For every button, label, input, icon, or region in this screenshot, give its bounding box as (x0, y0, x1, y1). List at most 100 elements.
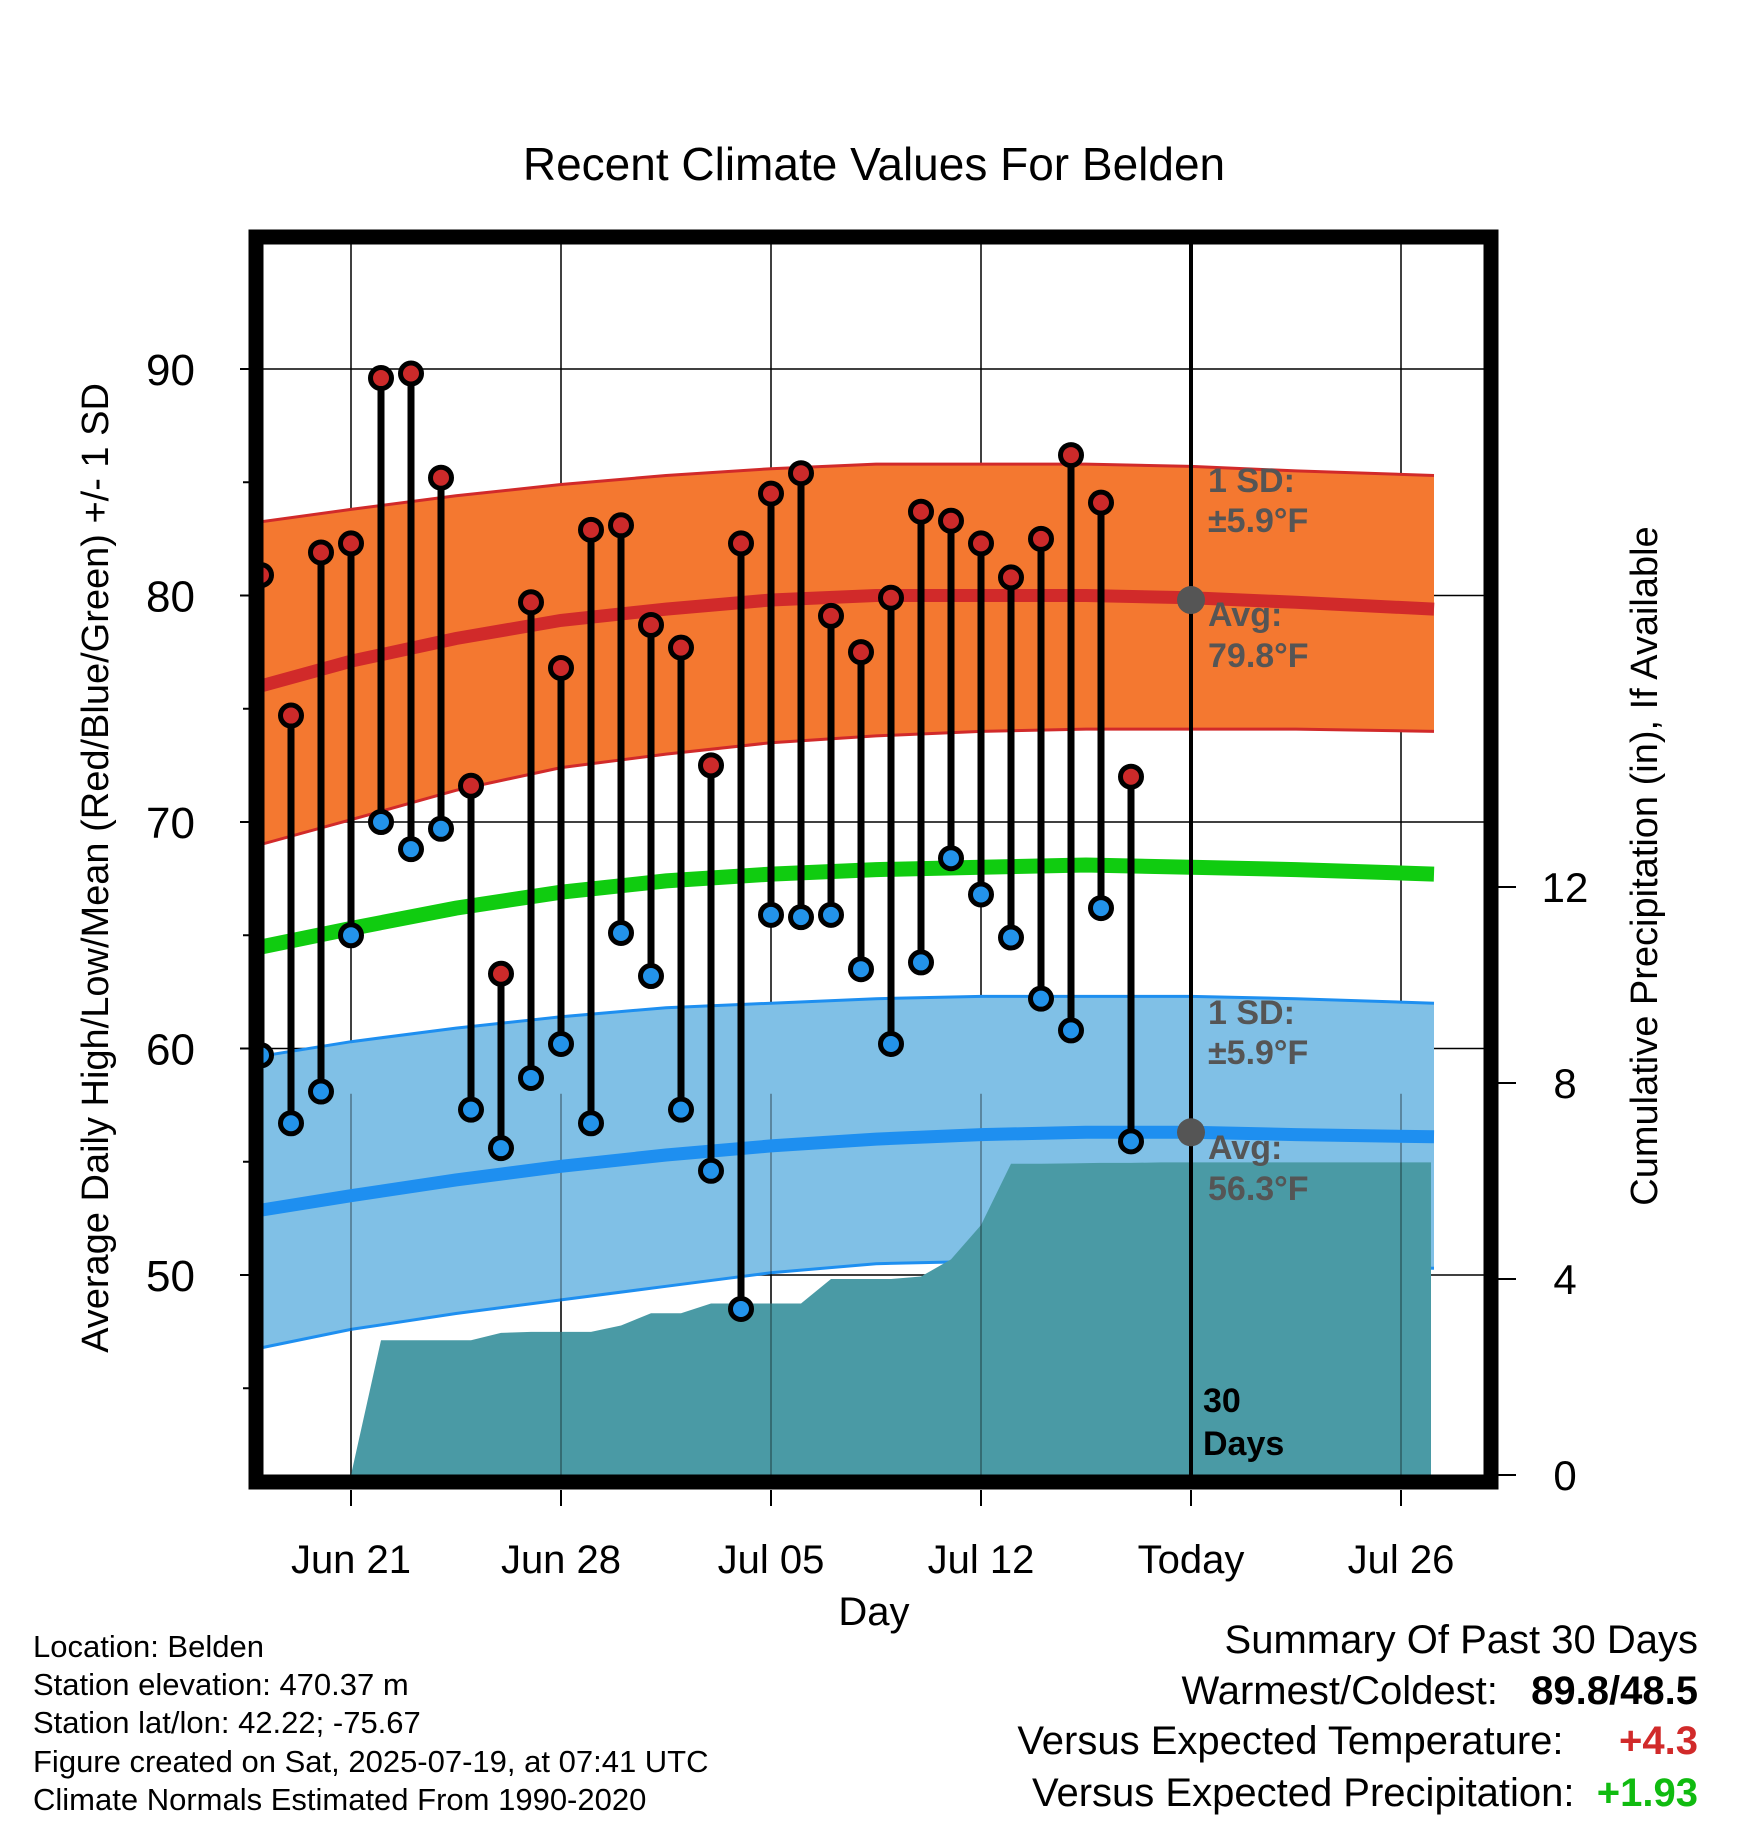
daily-low-point (878, 1030, 904, 1057)
daily-high-point (938, 507, 964, 534)
summary-heading: Summary Of Past 30 Days (1224, 1618, 1698, 1662)
daily-high-point (368, 365, 394, 392)
daily-low-point (1028, 985, 1054, 1012)
daily-high-point (428, 464, 454, 491)
daily-high-point (878, 584, 904, 611)
daily-low-point (458, 1096, 484, 1123)
high-avg-line2: 79.8°F (1208, 637, 1309, 675)
days-annotation: 30 Days (1203, 1382, 1284, 1463)
today-low-avg-marker (1177, 1118, 1205, 1147)
y-tick-label: 60 (146, 1026, 195, 1075)
daily-high-point (908, 498, 934, 525)
daily-low-point (488, 1135, 514, 1162)
normal-low-line (263, 1125, 1435, 1217)
precip-area (321, 1162, 1431, 1475)
coldest-value: 48.5 (1620, 1669, 1698, 1713)
plot-frame (248, 229, 1499, 1490)
daily-low-point (428, 815, 454, 842)
warm-cold-slash: / (1609, 1669, 1621, 1713)
daily-high-point (788, 460, 814, 487)
info-location: Location: Belden (33, 1629, 264, 1664)
daily-low-point (758, 901, 784, 928)
chart-title: Recent Climate Values For Belden (523, 138, 1225, 190)
daily-low-point (368, 809, 394, 835)
daily-low-point (263, 1042, 274, 1069)
daily-high-point (818, 602, 844, 629)
low-avg-line2: 56.3°F (1208, 1170, 1309, 1208)
info-normals: Climate Normals Estimated From 1990-2020 (33, 1782, 647, 1817)
x-tick-label: Jul 12 (928, 1538, 1035, 1582)
daily-high-point (848, 639, 874, 666)
y2-tick-label: 8 (1553, 1060, 1576, 1107)
daily-low-point (698, 1157, 724, 1184)
daily-low-point (518, 1064, 544, 1091)
high-avg-line1: Avg: (1208, 596, 1282, 634)
plot-area (263, 244, 1484, 1475)
high-sd-line1: 1 SD: (1208, 462, 1295, 500)
daily-high-point (608, 512, 634, 539)
daily-high-point (518, 589, 544, 616)
daily-high-point (1028, 525, 1054, 552)
precip-value: +1.93 (1596, 1771, 1698, 1815)
daily-low-point (788, 904, 814, 931)
daily-low-point (818, 901, 844, 928)
low-avg-line1: Avg: (1208, 1129, 1282, 1167)
y2-axis-label: Cumulative Precipitation (in), If Availa… (1624, 526, 1666, 1205)
info-elevation: Station elevation: 470.37 m (33, 1667, 409, 1702)
y-tick-label: 50 (146, 1252, 195, 1301)
warm-cold-label: Warmest/Coldest: (1181, 1669, 1498, 1713)
days-word: Days (1203, 1425, 1284, 1463)
x-tick-label: Jun 21 (291, 1538, 411, 1582)
y-tick-label: 80 (146, 573, 195, 622)
high-sd-annotation: 1 SD: ±5.9°F Avg: 79.8°F (1208, 462, 1309, 675)
daily-low-point (908, 949, 934, 976)
y2-tick-label: 0 (1553, 1452, 1576, 1499)
daily-low-point (608, 919, 634, 946)
daily-high-point (278, 702, 304, 729)
low-sd-line1: 1 SD: (1208, 994, 1295, 1032)
daily-high-point (1088, 489, 1114, 516)
summary-precip: Versus Expected Precipitation: +1.93 (1032, 1771, 1698, 1816)
daily-low-point (398, 836, 424, 863)
daily-high-point (578, 516, 604, 543)
daily-high-point (1058, 442, 1084, 469)
daily-high-point (668, 634, 694, 661)
info-created: Figure created on Sat, 2025-07-19, at 07… (33, 1744, 709, 1779)
daily-low-point (998, 924, 1024, 951)
daily-high-point (1118, 763, 1144, 790)
low-sd-line2: ±5.9°F (1208, 1034, 1308, 1072)
daily-high-point (398, 360, 424, 387)
x-tick-label: Jul 05 (718, 1538, 825, 1582)
y-axis-label: Average Daily High/Low/Mean (Red/Blue/Gr… (75, 383, 117, 1353)
high-sd-line2: ±5.9°F (1208, 502, 1308, 540)
daily-low-point (1118, 1128, 1144, 1155)
daily-low-point (548, 1030, 574, 1057)
x-tick-label: Today (1138, 1538, 1245, 1582)
daily-high-point (458, 772, 484, 799)
daily-high-point (263, 562, 274, 588)
axes: 50 60 70 80 90 0 4 8 12 Jun 21 Jun 28 Jul 05 Jul 12 T… (146, 229, 1589, 1582)
daily-high-point (968, 530, 994, 557)
daily-low-point (638, 963, 664, 990)
daily-low-point (338, 922, 364, 949)
y2-tick-label: 4 (1553, 1256, 1576, 1303)
x-tick-label: Jun 28 (501, 1538, 621, 1582)
daily-low-point (308, 1078, 334, 1105)
daily-low-point (1058, 1017, 1084, 1044)
precip-label: Versus Expected Precipitation: (1032, 1771, 1575, 1815)
daily-low-point (668, 1096, 694, 1123)
daily-high-point (728, 530, 754, 557)
daily-high-point (488, 960, 514, 987)
y-tick-label: 90 (146, 346, 195, 395)
daily-low-point (1088, 895, 1114, 922)
daily-high-point (998, 564, 1024, 591)
y2-tick-label: 12 (1542, 864, 1589, 911)
x-axis-label: Day (838, 1590, 909, 1634)
summary-temp: Versus Expected Temperature: +4.3 (1017, 1719, 1698, 1764)
summary-warm-cold: Warmest/Coldest: 89.8/48.5 (1181, 1669, 1698, 1714)
daily-low-point (278, 1110, 304, 1137)
low-sd-band-upper-edge (263, 994, 1435, 1058)
daily-high-point (548, 654, 574, 681)
today-high-avg-marker (1177, 586, 1205, 615)
daily-high-point (638, 611, 664, 638)
